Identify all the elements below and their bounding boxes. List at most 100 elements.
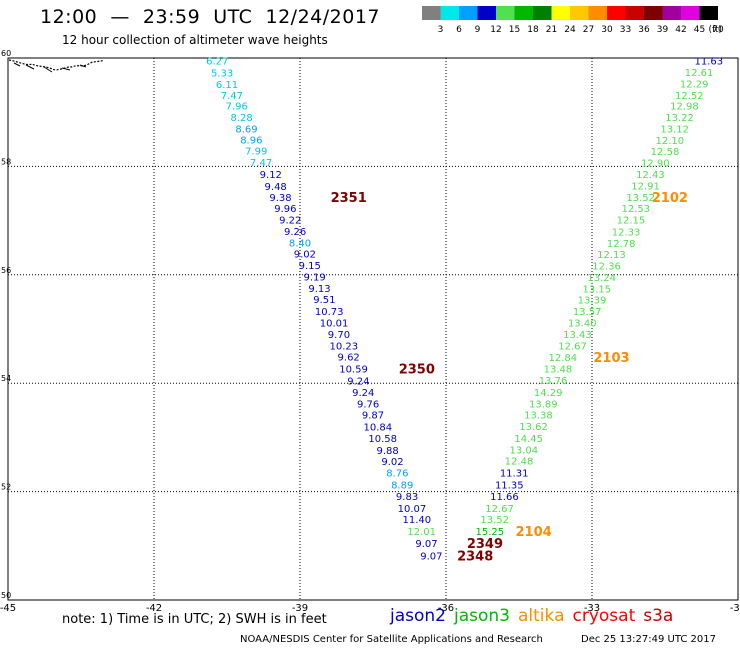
- wave-height-value: 12.15: [617, 216, 646, 227]
- color-swatch: [440, 6, 459, 20]
- pass-number-label: 2348: [457, 550, 493, 565]
- wave-height-value: 12.10: [656, 136, 685, 147]
- wave-height-value: 9.02: [381, 457, 403, 468]
- wave-height-value: 11.35: [495, 481, 524, 492]
- legend-item-s3a: s3a: [643, 606, 674, 626]
- color-swatch: [681, 6, 700, 20]
- wave-height-value: 12.61: [685, 68, 714, 79]
- wave-height-value: 13.40: [568, 318, 597, 329]
- wave-height-value: 12.90: [641, 159, 670, 170]
- pass-number-label: 2103: [593, 351, 629, 366]
- x-tick-label: -30: [730, 603, 740, 614]
- wave-height-value: 8.28: [230, 113, 252, 124]
- y-tick-label: 54: [1, 374, 11, 383]
- color-swatch: [551, 6, 570, 20]
- wave-height-value: 13.52: [626, 193, 655, 204]
- color-scale-unit: (ft): [708, 25, 722, 35]
- wave-height-value: 9.19: [303, 272, 325, 283]
- wave-height-value: 12.43: [636, 170, 665, 181]
- wave-height-value: 13.15: [583, 284, 612, 295]
- color-scale-label: 27: [583, 25, 594, 35]
- wave-height-value: 13.52: [480, 515, 509, 526]
- generation-timestamp: Dec 25 13:27:49 UTC 2017: [581, 634, 716, 645]
- wave-height-value: 12.29: [680, 79, 709, 90]
- wave-height-value: 9.24: [347, 376, 369, 387]
- wave-height-value: 13.39: [578, 296, 607, 307]
- wave-height-value: 12.91: [631, 181, 660, 192]
- wave-height-value: 9.02: [294, 250, 316, 261]
- wave-height-value: 13.48: [544, 365, 573, 376]
- wave-height-value: 8.96: [240, 135, 262, 146]
- wave-height-value: 7.47: [250, 158, 272, 169]
- legend-item-jason2: jason2: [390, 606, 446, 626]
- credit-text: NOAA/NESDIS Center for Satellite Applica…: [240, 634, 543, 645]
- color-scale-label: 45: [694, 25, 705, 35]
- wave-height-value: 10.58: [368, 434, 397, 445]
- color-scale-label: 21: [546, 25, 557, 35]
- wave-height-value: 9.96: [274, 204, 296, 215]
- color-swatch: [625, 6, 644, 20]
- wave-height-value: 9.07: [420, 552, 442, 563]
- color-scale-label: 3: [438, 25, 444, 35]
- wave-height-value: 12.36: [592, 262, 621, 273]
- wave-height-value: 10.07: [398, 504, 427, 515]
- wave-height-value: 11.66: [490, 492, 519, 503]
- color-swatch: [570, 6, 589, 20]
- pass-number-label: 2349: [467, 537, 503, 552]
- x-tick-label: -42: [146, 603, 162, 614]
- y-tick-label: 52: [1, 483, 11, 492]
- color-swatch: [459, 6, 478, 20]
- map-title: 12:00 — 23:59 UTC 12/24/2017: [40, 6, 381, 28]
- wave-height-value: 9.38: [269, 193, 291, 204]
- color-scale-label: 70: [712, 25, 724, 35]
- wave-height-value: 10.59: [339, 365, 368, 376]
- wave-height-value: 8.89: [391, 481, 413, 492]
- wave-height-value: 9.76: [357, 399, 379, 410]
- color-swatch: [514, 6, 533, 20]
- wave-height-value: 13.57: [573, 307, 602, 318]
- pass-number-label: 2102: [652, 191, 688, 206]
- satellite-legend: jason2 jason3 altika cryosat s3a: [390, 606, 681, 626]
- wave-height-value: 9.15: [299, 261, 321, 272]
- color-scale-label: 33: [620, 25, 631, 35]
- wave-height-value: 10.84: [364, 423, 393, 434]
- wave-height-value: 11.40: [402, 515, 431, 526]
- y-tick-label: 56: [1, 266, 11, 275]
- wave-height-value: 5.33: [211, 69, 233, 80]
- wave-height-value: 13.24: [587, 273, 616, 284]
- wave-height-value: 9.51: [313, 295, 335, 306]
- wave-height-value: 9.24: [352, 388, 374, 399]
- map-subtitle: 12 hour collection of altimeter wave hei…: [62, 33, 328, 47]
- color-scale-label: 39: [657, 25, 669, 35]
- wave-height-value: 8.76: [386, 469, 408, 480]
- wave-height-value: 12.48: [505, 457, 534, 468]
- color-swatch: [422, 6, 441, 20]
- color-swatch: [477, 6, 496, 20]
- x-tick-label: -39: [292, 603, 308, 614]
- wave-height-value: 8.69: [235, 124, 257, 135]
- color-scale-label: 15: [509, 25, 520, 35]
- y-tick-label: 60: [1, 49, 11, 58]
- wave-height-value: 9.48: [265, 182, 287, 193]
- wave-height-value: 13.76: [539, 376, 568, 387]
- color-scale-label: 6: [456, 25, 462, 35]
- wave-height-value: 8.40: [289, 238, 311, 249]
- wave-height-value: 9.26: [284, 227, 306, 238]
- wave-height-value: 13.62: [519, 422, 548, 433]
- wave-height-value: 11.31: [500, 469, 529, 480]
- wave-height-value: 13.38: [524, 411, 553, 422]
- wave-height-value: 9.12: [260, 170, 282, 181]
- color-scale-label: 36: [638, 25, 650, 35]
- color-swatch: [662, 6, 681, 20]
- wave-height-value: 12.67: [485, 504, 514, 515]
- pass-number-label: 2350: [399, 363, 435, 378]
- pass-number-label: 2104: [516, 525, 552, 540]
- wave-height-value: 9.83: [396, 492, 418, 503]
- wave-height-value: 11.63: [694, 57, 723, 68]
- wave-height-value: 14.45: [514, 434, 543, 445]
- wave-height-value: 7.99: [245, 147, 267, 158]
- wave-height-value: 12.67: [558, 341, 587, 352]
- wave-height-value: 12.84: [548, 353, 577, 364]
- color-scale-label: 24: [564, 25, 576, 35]
